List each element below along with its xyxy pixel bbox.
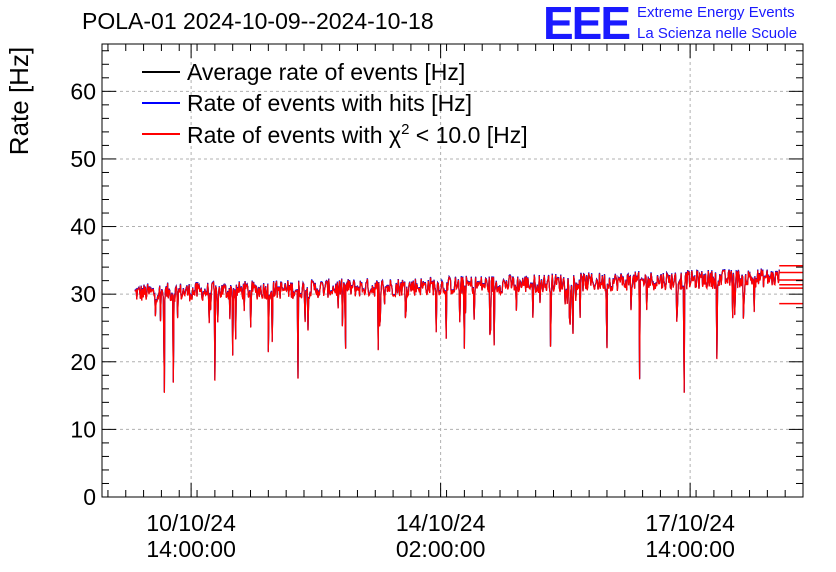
y-axis: 0 10 20 30 40 50 60 (70, 50, 803, 510)
data-traces (134, 265, 803, 393)
x-tick-time: 14:00:00 (645, 536, 735, 562)
y-axis-label: Rate [Hz] (4, 47, 34, 155)
grid-lines (102, 44, 803, 497)
y-tick-label: 0 (83, 484, 96, 510)
chart-title: POLA-01 2024-10-09--2024-10-18 (82, 8, 434, 34)
logo-subtitle-2: La Scienza nelle Scuole (637, 25, 798, 42)
x-tick-date: 14/10/24 (396, 510, 486, 536)
plot-border (101, 43, 804, 498)
eee-logo: EEE (543, 0, 631, 49)
y-tick-label: 10 (70, 416, 96, 442)
y-tick-label: 50 (70, 146, 96, 172)
x-tick-date: 10/10/24 (146, 510, 236, 536)
plot-frame (101, 43, 804, 498)
x-tick-time: 02:00:00 (396, 536, 486, 562)
x-tick-date: 17/10/24 (645, 510, 735, 536)
legend: Average rate of events [Hz] Rate of even… (142, 59, 528, 148)
logo-subtitle-1: Extreme Energy Events (637, 4, 795, 21)
y-tick-label: 40 (70, 214, 96, 240)
legend-label-average: Average rate of events [Hz] (187, 59, 465, 85)
x-tick-time: 14:00:00 (146, 536, 236, 562)
y-tick-label: 60 (70, 78, 96, 104)
y-tick-label: 20 (70, 349, 96, 375)
series-line-2 (134, 269, 780, 393)
legend-label-chi2: Rate of events with χ2 < 10.0 [Hz] (187, 121, 528, 148)
legend-label-hits: Rate of events with hits [Hz] (187, 90, 472, 116)
x-axis: 10/10/2414:00:0014/10/2402:00:0017/10/24… (107, 44, 786, 562)
y-tick-label: 30 (70, 281, 96, 307)
